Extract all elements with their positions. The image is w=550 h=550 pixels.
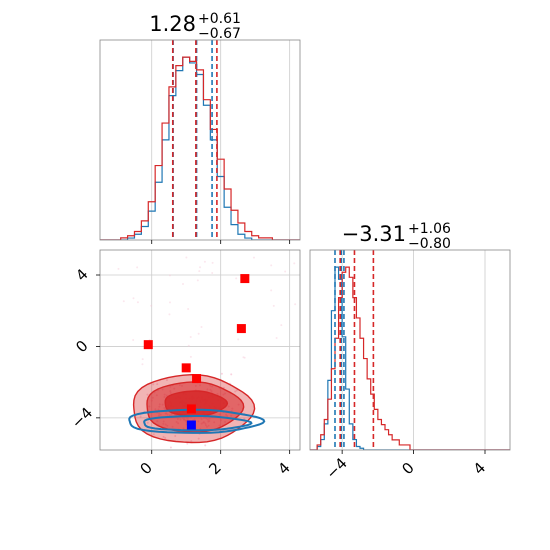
panel-frame-param2 xyxy=(309,249,511,451)
sample-point xyxy=(199,266,202,269)
sample-point xyxy=(272,304,275,307)
y-tick-label: −4 xyxy=(68,404,96,432)
sample-point xyxy=(243,356,246,359)
sample-point xyxy=(293,262,296,265)
sample-point xyxy=(168,313,171,316)
sample-point xyxy=(152,383,155,386)
sample-point xyxy=(198,270,201,273)
sample-point xyxy=(197,437,200,440)
sample-point xyxy=(211,261,214,264)
title-value: −3.31 xyxy=(342,222,406,246)
sample-point xyxy=(190,440,193,443)
sample-point xyxy=(237,338,240,341)
title-upper-error: +1.06 xyxy=(408,221,451,237)
sample-point xyxy=(284,270,287,273)
marker-red xyxy=(240,274,250,284)
sample-point xyxy=(186,442,189,445)
x-tick-label: 4 xyxy=(274,459,293,478)
sample-point xyxy=(136,266,139,269)
sample-point xyxy=(150,304,153,307)
sample-point xyxy=(252,256,255,259)
sample-point xyxy=(181,282,184,285)
sample-point xyxy=(200,326,203,329)
sample-point xyxy=(117,267,120,270)
sample-point xyxy=(164,436,167,439)
marker-blue xyxy=(186,420,196,430)
sample-point xyxy=(211,272,214,275)
x-tick-label: 0 xyxy=(398,459,417,478)
x-tick-label: −4 xyxy=(322,454,350,482)
sample-point xyxy=(203,260,206,263)
marker-red xyxy=(192,374,202,384)
contour-blue xyxy=(143,415,253,432)
contours xyxy=(128,373,266,444)
sample-point xyxy=(141,358,144,361)
sample-point xyxy=(156,383,159,386)
gridlines xyxy=(151,40,291,240)
sample-point xyxy=(189,336,192,339)
marker-red xyxy=(186,404,196,414)
sample-point xyxy=(132,297,135,300)
title-upper-error: +0.61 xyxy=(198,11,241,27)
sample-point xyxy=(204,444,207,447)
sample-point xyxy=(132,339,135,342)
panel-frame-param1 xyxy=(99,39,301,241)
sample-point xyxy=(270,264,273,267)
sample-point xyxy=(196,279,199,282)
sample-point xyxy=(165,379,168,382)
marker-red xyxy=(236,324,246,334)
marker-red xyxy=(181,363,191,373)
sample-point xyxy=(294,303,297,306)
param1-title: 1.28 +0.61−0.67 xyxy=(149,11,241,42)
x-tick-label: 2 xyxy=(205,459,224,478)
y-tick-label: 0 xyxy=(72,337,91,356)
sample-point xyxy=(185,256,188,259)
contour-blue xyxy=(128,408,266,434)
sample-point xyxy=(270,289,273,292)
sample-point xyxy=(146,421,149,424)
sample-point xyxy=(122,300,125,303)
histogram-red xyxy=(310,266,510,450)
sample-point xyxy=(187,308,190,311)
sample-point xyxy=(146,393,149,396)
sample-point xyxy=(141,363,144,366)
sample-point xyxy=(162,435,165,438)
sample-point xyxy=(275,337,278,340)
sample-point xyxy=(187,344,190,347)
histogram-blue xyxy=(100,56,300,240)
sample-point xyxy=(234,390,237,393)
sample-point xyxy=(168,274,171,277)
sample-point xyxy=(168,301,171,304)
sample-point xyxy=(174,434,177,437)
sample-point xyxy=(243,417,246,420)
sample-point xyxy=(197,332,200,335)
y-tick-label: 4 xyxy=(72,265,91,284)
marker-red xyxy=(143,340,153,350)
sample-point xyxy=(152,433,155,436)
sample-point xyxy=(235,389,238,392)
histogram-blue xyxy=(310,266,510,450)
panel-frame-joint xyxy=(99,249,301,451)
sample-point xyxy=(235,277,238,280)
x-tick-label: 0 xyxy=(136,459,155,478)
sample-point xyxy=(280,324,283,327)
sample-point xyxy=(136,301,139,304)
sample-point xyxy=(220,372,223,375)
sample-point xyxy=(242,356,245,359)
title-lower-error: −0.80 xyxy=(408,236,451,252)
param2-title: −3.31 +1.06−0.80 xyxy=(342,221,451,252)
x-tick-label: 4 xyxy=(470,459,489,478)
histogram-red xyxy=(100,56,300,240)
sample-point xyxy=(139,415,142,418)
title-lower-error: −0.67 xyxy=(198,26,241,42)
sample-point xyxy=(169,446,172,449)
sample-point xyxy=(189,355,192,358)
sample-point xyxy=(230,373,233,376)
title-value: 1.28 xyxy=(149,12,196,36)
